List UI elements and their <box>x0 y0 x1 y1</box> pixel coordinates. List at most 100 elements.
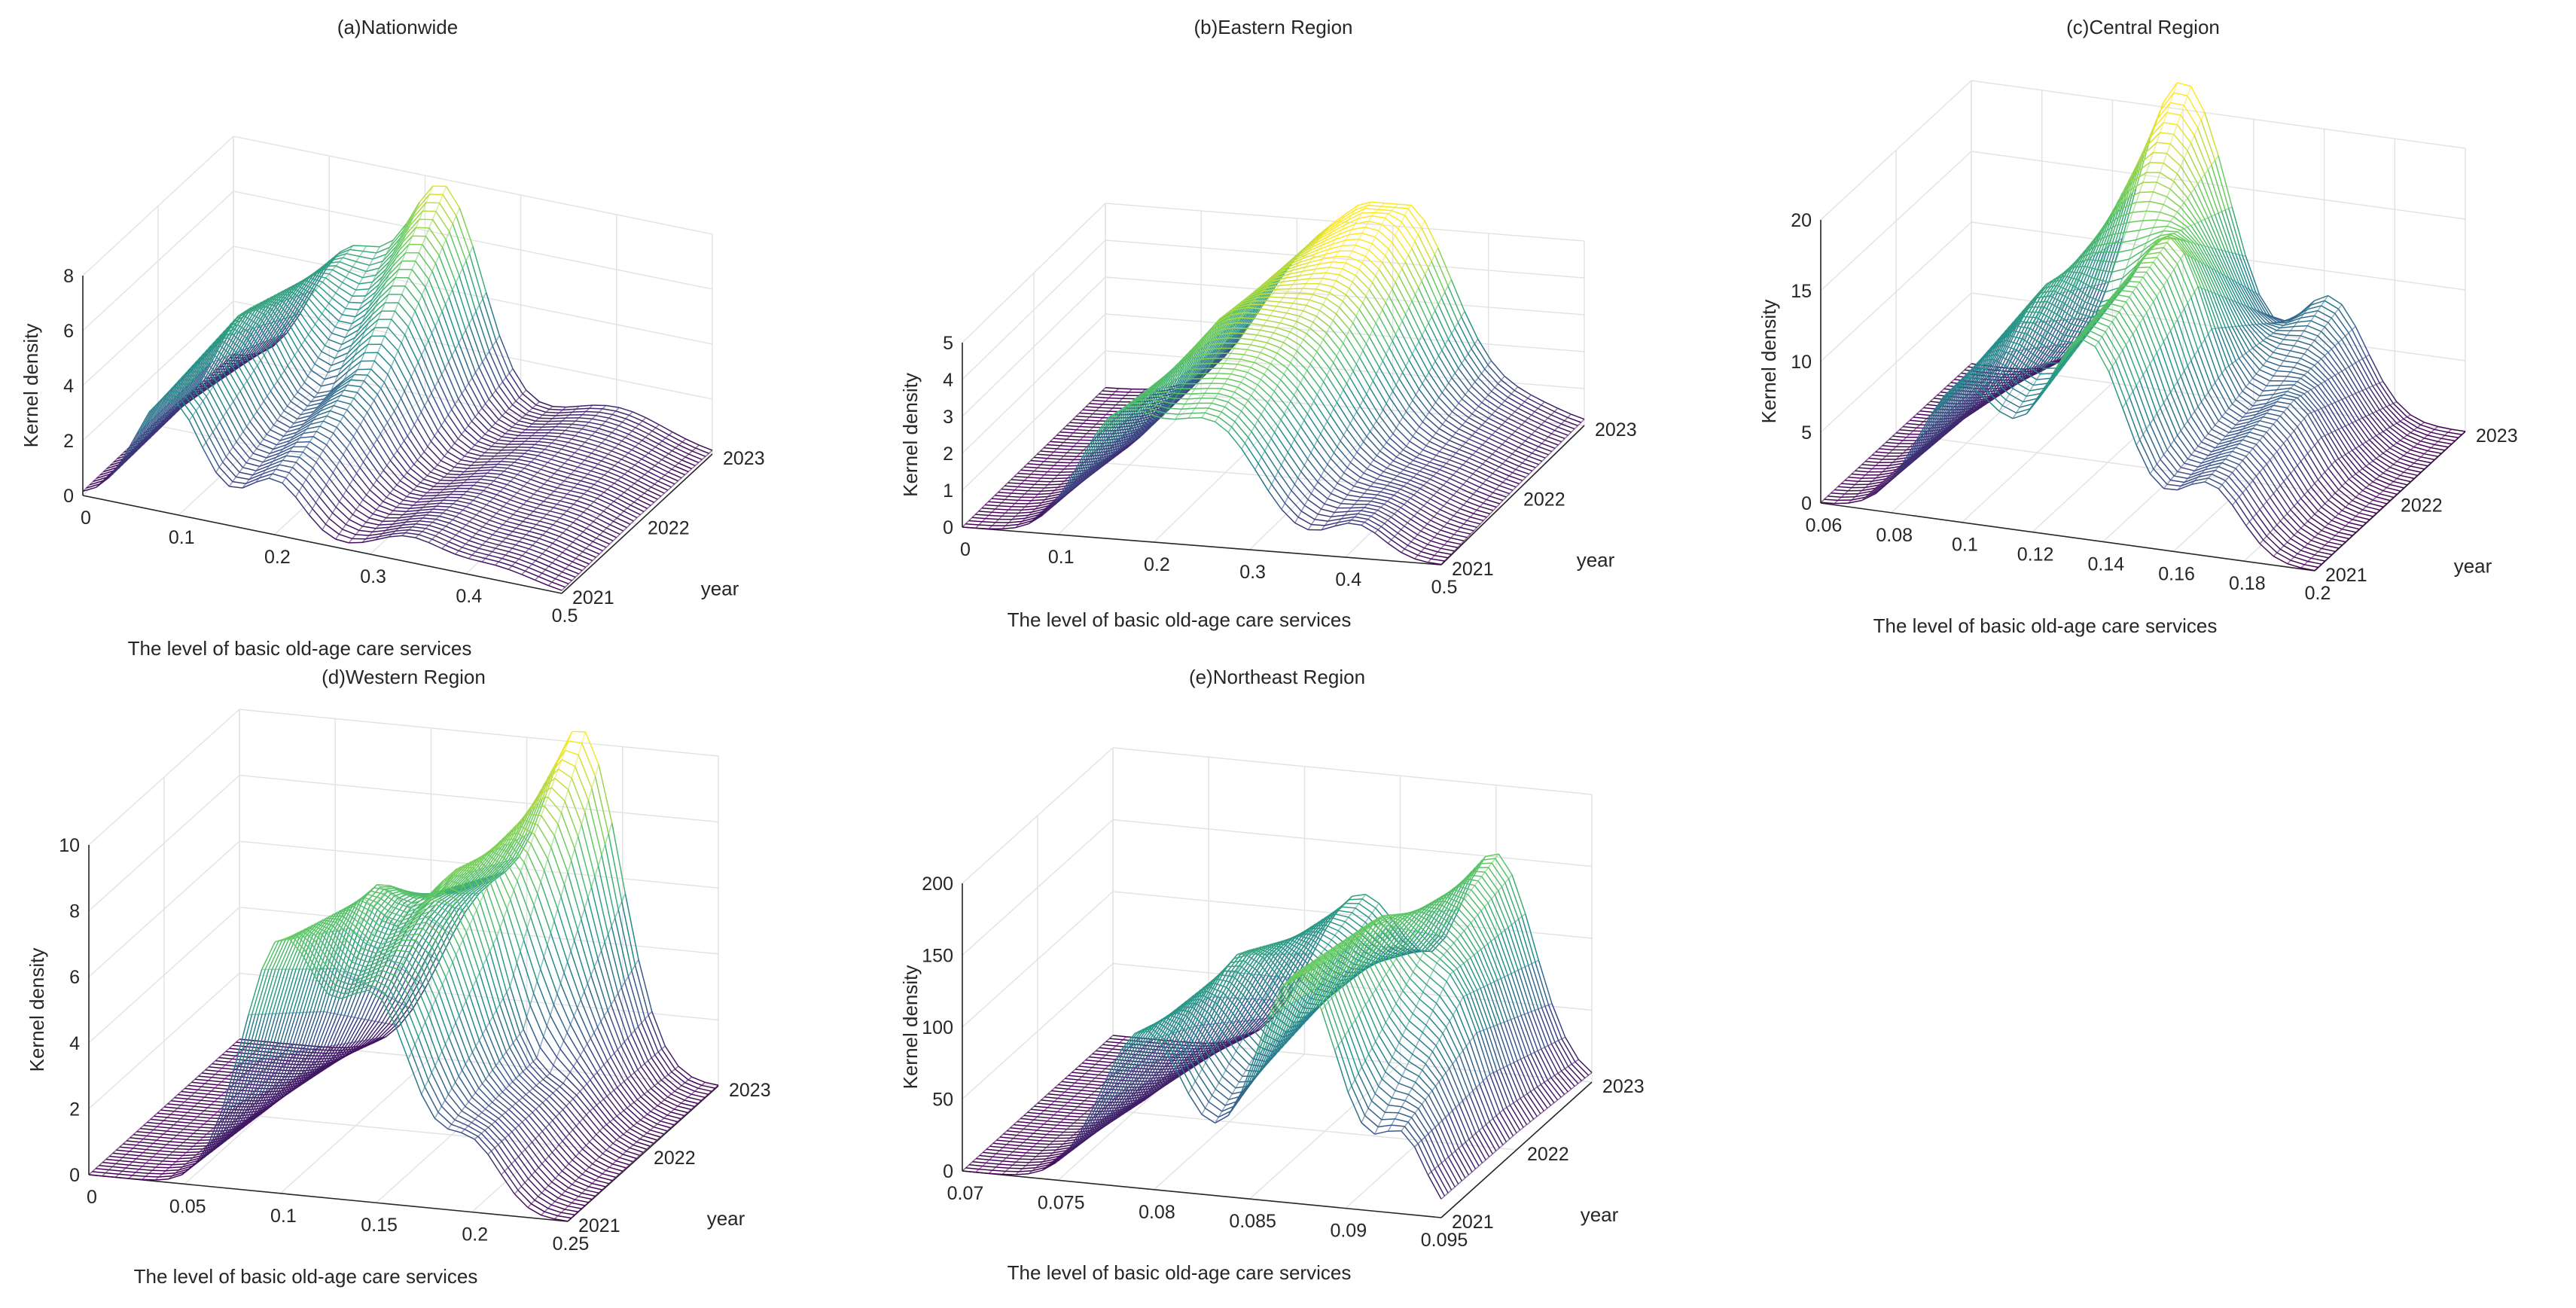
surface-mesh-line <box>1392 428 1397 434</box>
surface-mesh-line <box>569 541 574 547</box>
surface-mesh-line <box>709 450 713 454</box>
surface-mesh-line <box>1102 404 1116 406</box>
surface-mesh-line <box>1365 337 1370 344</box>
surface-mesh-line <box>1411 248 1426 275</box>
surface-mesh-line <box>274 303 279 306</box>
surface-mesh-line <box>647 489 662 497</box>
surface-mesh-line <box>589 521 594 526</box>
surface-mesh-line <box>378 285 393 300</box>
surface-mesh-line <box>189 383 204 402</box>
surface-mesh-line <box>1299 273 1313 276</box>
surface-mesh-line <box>451 355 466 389</box>
surface-mesh-line <box>332 253 347 259</box>
surface-mesh-line <box>513 492 518 497</box>
z-tick-label: 6 <box>63 321 74 342</box>
surface-mesh-line <box>562 532 577 540</box>
surface-mesh-line <box>515 401 530 412</box>
surface-mesh-line <box>610 501 614 505</box>
surface-mesh-line <box>1391 209 1405 216</box>
surface-mesh-line <box>383 428 398 451</box>
surface-mesh-line <box>456 513 460 517</box>
surface-mesh-line <box>195 410 210 438</box>
surface-mesh-line <box>362 499 377 511</box>
surface-mesh-line <box>269 477 283 484</box>
surface-mesh-line <box>417 411 422 419</box>
surface-mesh-line <box>514 459 518 463</box>
surface-mesh-line <box>238 346 253 365</box>
surface-mesh-line <box>314 319 319 325</box>
surface-mesh-line <box>437 373 443 381</box>
surface-mesh-line <box>520 471 535 477</box>
surface-mesh-line <box>428 227 444 248</box>
surface-mesh-line <box>478 547 492 553</box>
surface-mesh-line <box>553 507 567 512</box>
surface-mesh-line <box>285 297 299 311</box>
surface-mesh-line <box>280 326 285 331</box>
surface-mesh-line <box>333 404 348 411</box>
surface-mesh-line <box>1299 310 1304 317</box>
surface-mesh-line <box>344 346 359 361</box>
surface-mesh-line <box>1474 381 1489 396</box>
surface-mesh-line <box>636 514 641 519</box>
surface-mesh-line <box>550 476 565 482</box>
surface-mesh-line <box>505 517 511 522</box>
surface-mesh-line <box>314 357 319 364</box>
surface-mesh-line <box>389 455 395 461</box>
surface-mesh-line <box>218 462 224 468</box>
surface-mesh-line <box>283 365 288 371</box>
surface-mesh-line <box>630 520 635 525</box>
surface-mesh-line <box>1279 297 1284 303</box>
surface-mesh-line <box>1505 475 1510 480</box>
surface-mesh-line <box>296 438 300 443</box>
surface-mesh-line <box>547 445 562 450</box>
surface-mesh-line <box>170 399 185 418</box>
surface-mesh-line <box>297 386 302 393</box>
surface-mesh-line <box>288 467 294 474</box>
surface-mesh-line <box>216 349 231 364</box>
surface-mesh-line <box>1392 288 1407 315</box>
surface-mesh-line <box>593 520 607 529</box>
surface-mesh-line <box>578 431 593 436</box>
surface-mesh-line <box>468 253 483 300</box>
surface-mesh-line <box>486 483 491 488</box>
surface-mesh-line <box>599 511 605 515</box>
surface-mesh-line <box>501 436 516 440</box>
surface-mesh-line <box>553 452 559 456</box>
surface-mesh-line <box>336 421 341 428</box>
surface-mesh-line <box>380 470 384 476</box>
surface-mesh-line <box>1352 226 1366 230</box>
surface-mesh-line <box>415 537 429 544</box>
surface-mesh-line <box>312 274 326 279</box>
surface-mesh-line <box>457 476 471 479</box>
surface-mesh-line <box>602 421 606 425</box>
x-tick-label: 0.2 <box>264 547 291 568</box>
surface-mesh-line <box>332 472 347 491</box>
surface-mesh-line <box>568 423 573 428</box>
surface-mesh-line <box>628 434 642 441</box>
surface-mesh-line <box>372 269 386 283</box>
surface-mesh-line <box>392 223 407 241</box>
surface-mesh-line <box>502 502 508 508</box>
surface-mesh-line <box>279 446 294 454</box>
surface-mesh-line <box>1455 432 1470 440</box>
surface-mesh-line <box>1401 314 1407 322</box>
surface-mesh-line <box>410 376 425 407</box>
surface-mesh-line <box>599 408 603 413</box>
surface-mesh-line <box>382 258 397 278</box>
surface-mesh-line <box>210 340 224 347</box>
surface-mesh-line <box>471 372 477 379</box>
surface-mesh-line <box>415 261 430 280</box>
surface-mesh-line <box>340 373 355 385</box>
surface-mesh-line <box>175 401 190 421</box>
surface-mesh-line <box>310 398 325 403</box>
surface-mesh-line <box>256 448 270 455</box>
surface-mesh-line <box>412 202 427 219</box>
surface-mesh-line <box>303 428 307 434</box>
surface-mesh-line <box>489 483 505 489</box>
surface-mesh-line <box>1422 377 1426 384</box>
surface-mesh-line <box>476 514 490 521</box>
surface-mesh-line <box>244 309 259 331</box>
surface-mesh-line <box>307 370 312 377</box>
surface-mesh-line <box>617 459 622 463</box>
surface-mesh-line <box>245 477 260 484</box>
